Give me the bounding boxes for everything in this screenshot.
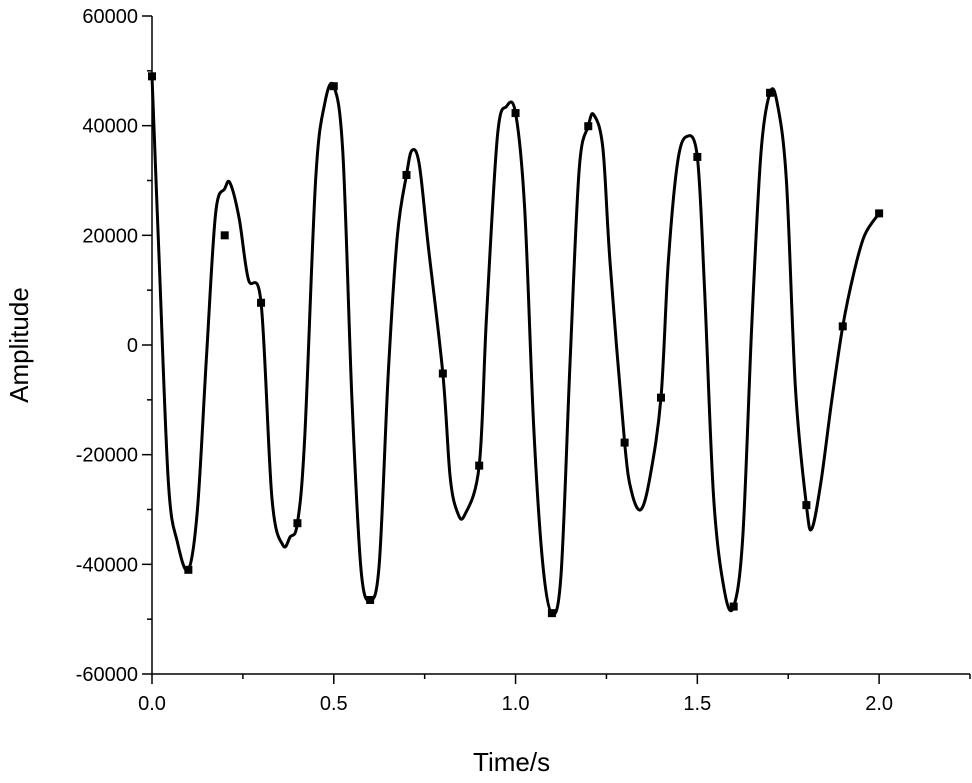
- data-point-marker: [511, 109, 520, 118]
- y-tick-label: 60000: [82, 6, 138, 28]
- y-axis-title: Amplitude: [4, 287, 34, 403]
- data-point-marker: [329, 82, 338, 91]
- data-point-marker: [293, 519, 302, 528]
- x-tick-label: 0.5: [320, 693, 348, 715]
- data-point-marker: [366, 595, 375, 604]
- data-point-marker: [875, 209, 884, 218]
- y-tick-label: -20000: [76, 445, 138, 467]
- y-tick-label: 0: [127, 335, 138, 357]
- data-point-marker: [620, 438, 629, 447]
- data-point-marker: [402, 171, 411, 180]
- data-point-marker: [729, 602, 738, 611]
- y-tick-label: 40000: [82, 116, 138, 138]
- y-tick-label: -60000: [76, 664, 138, 686]
- data-point-marker: [656, 393, 665, 402]
- y-ticks: [142, 15, 152, 675]
- data-point-marker: [184, 565, 193, 574]
- y-tick-label: 20000: [82, 225, 138, 247]
- data-point-marker: [257, 298, 266, 307]
- data-point-marker: [802, 501, 811, 510]
- data-point-marker: [547, 609, 556, 618]
- data-point-marker: [766, 88, 775, 97]
- x-tick-label: 1.0: [502, 693, 530, 715]
- series-markers: [148, 72, 884, 618]
- x-axis-title: Time/s: [473, 747, 550, 777]
- x-tick-label: 2.0: [865, 693, 893, 715]
- series-line: [150, 74, 881, 616]
- y-tick-label: -40000: [76, 554, 138, 576]
- data-point-marker: [693, 152, 702, 161]
- y-tick-labels: -60000 -40000 -20000 0 20000 40000 60000: [76, 6, 138, 686]
- data-point-marker: [584, 122, 593, 131]
- data-point-marker: [438, 369, 447, 378]
- data-point-marker: [148, 72, 156, 81]
- x-tick-labels: 0.0 0.5 1.0 1.5 2.0: [138, 693, 893, 715]
- data-point-marker: [220, 231, 229, 240]
- data-point-marker: [838, 322, 847, 331]
- data-point-marker: [475, 461, 484, 470]
- x-tick-label: 1.5: [683, 693, 711, 715]
- x-tick-label: 0.0: [138, 693, 166, 715]
- x-ticks: [151, 674, 971, 684]
